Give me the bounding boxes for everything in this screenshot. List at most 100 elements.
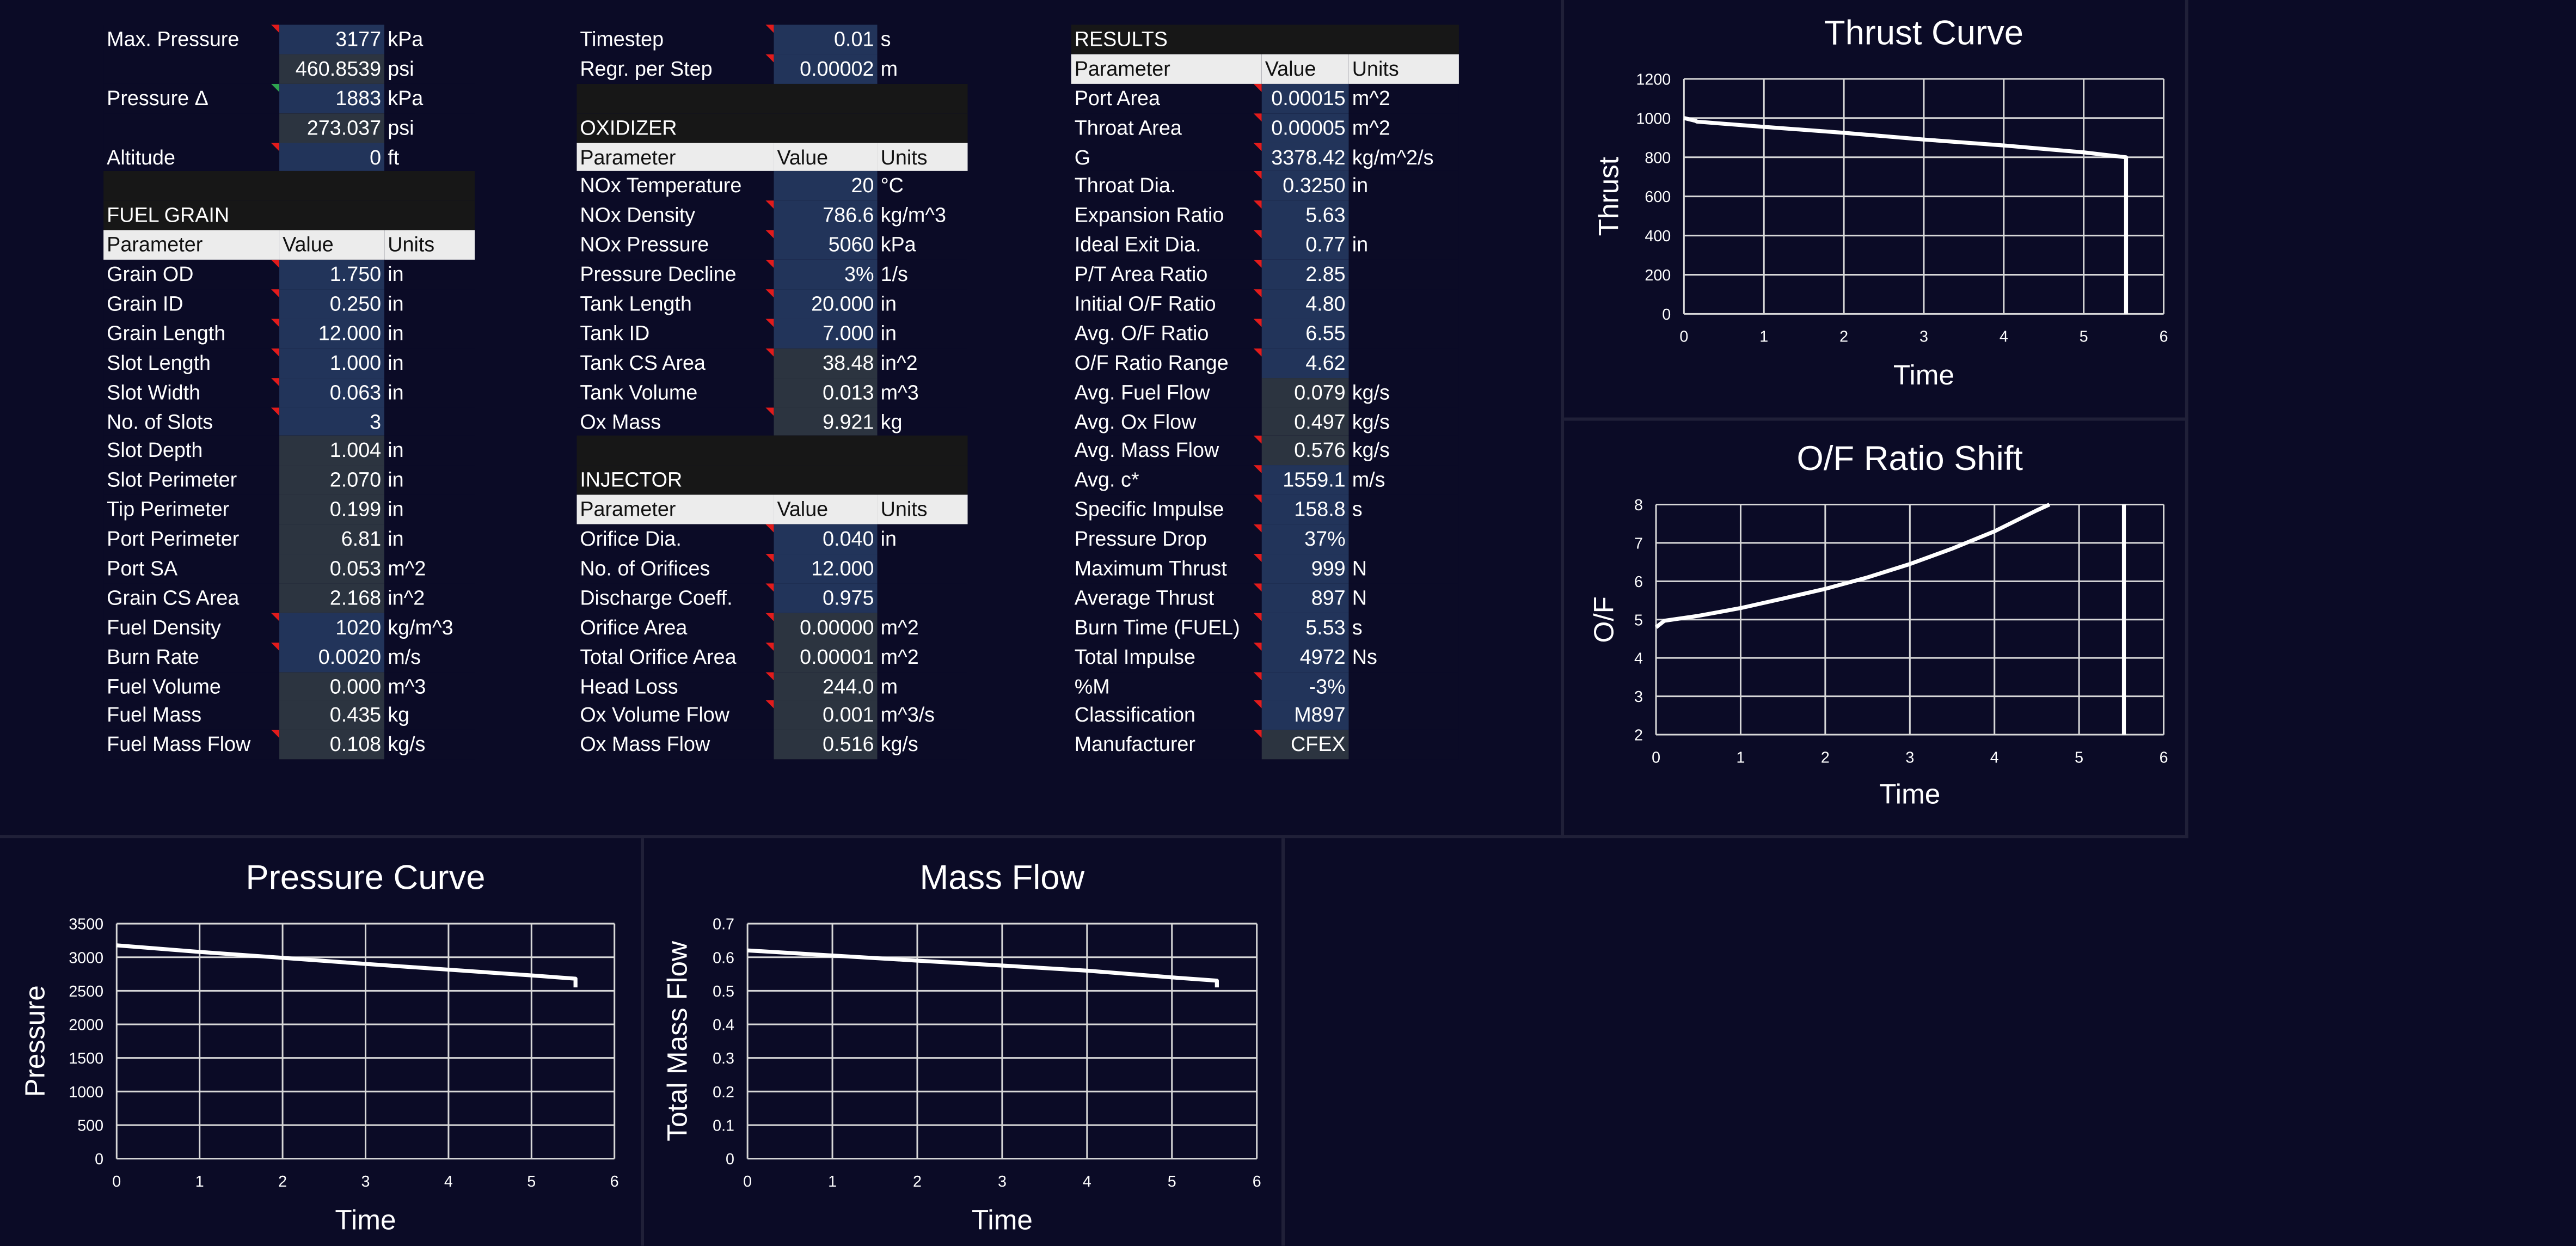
param-unit-ox-mass[interactable]: kg — [877, 407, 968, 437]
param-label-grain-id[interactable]: Grain ID — [103, 289, 280, 319]
param-value-blank[interactable]: 273.037 — [279, 113, 385, 143]
param-value-slot-length[interactable]: 1.000 — [279, 348, 385, 378]
param-label-avg-mass-flow[interactable]: Avg. Mass Flow — [1071, 436, 1262, 466]
param-value-total-impulse[interactable]: 4972 — [1261, 642, 1349, 672]
param-unit-grain-cs-area[interactable]: in^2 — [384, 583, 475, 613]
param-value-tank-id[interactable]: 7.000 — [774, 319, 878, 349]
param-value-manufacturer[interactable]: CFEX — [1261, 730, 1349, 760]
param-value-tank-length[interactable]: 20.000 — [774, 289, 878, 319]
param-value-p-t-area-ratio[interactable]: 2.85 — [1261, 260, 1349, 290]
param-label-blank[interactable] — [103, 113, 280, 143]
param-label-no-of-slots[interactable]: No. of Slots — [103, 407, 280, 437]
param-label-average-thrust[interactable]: Average Thrust — [1071, 583, 1262, 613]
param-value-m[interactable]: -3% — [1261, 671, 1349, 701]
param-label-total-orifice-area[interactable]: Total Orifice Area — [576, 642, 774, 672]
param-value-slot-depth[interactable]: 1.004 — [279, 436, 385, 466]
param-unit-grain-od[interactable]: in — [384, 260, 475, 290]
param-value-avg-mass-flow[interactable]: 0.576 — [1261, 436, 1349, 466]
param-label-ox-mass[interactable]: Ox Mass — [576, 407, 774, 437]
param-unit-fuel-mass-flow[interactable]: kg/s — [384, 730, 475, 760]
param-unit-orifice-dia[interactable]: in — [877, 524, 968, 554]
param-value-pressure-drop[interactable]: 37% — [1261, 524, 1349, 554]
param-unit-g[interactable]: kg/m^2/s — [1348, 142, 1459, 172]
param-value-ox-volume-flow[interactable]: 0.001 — [774, 701, 878, 731]
param-unit-avg-c[interactable]: m/s — [1348, 466, 1459, 496]
param-unit-classification[interactable] — [1348, 701, 1459, 731]
param-unit-average-thrust[interactable]: N — [1348, 583, 1459, 613]
param-label-ideal-exit-dia[interactable]: Ideal Exit Dia. — [1071, 230, 1262, 260]
param-label-port-sa[interactable]: Port SA — [103, 554, 280, 584]
param-label-grain-length[interactable]: Grain Length — [103, 319, 280, 349]
param-label-initial-o-f-ratio[interactable]: Initial O/F Ratio — [1071, 289, 1262, 319]
param-label-no-of-orifices[interactable]: No. of Orifices — [576, 554, 774, 584]
param-unit-grain-length[interactable]: in — [384, 319, 475, 349]
param-unit-pressure[interactable]: kPa — [384, 83, 475, 113]
param-value-expansion-ratio[interactable]: 5.63 — [1261, 201, 1349, 231]
param-value-tank-volume[interactable]: 0.013 — [774, 377, 878, 407]
param-value-burn-rate[interactable]: 0.0020 — [279, 642, 385, 672]
param-unit-head-loss[interactable]: m — [877, 671, 968, 701]
param-label-g[interactable]: G — [1071, 142, 1262, 172]
param-value-orifice-dia[interactable]: 0.040 — [774, 524, 878, 554]
param-unit-tank-volume[interactable]: m^3 — [877, 377, 968, 407]
param-unit-port-perimeter[interactable]: in — [384, 524, 475, 554]
param-value-ideal-exit-dia[interactable]: 0.77 — [1261, 230, 1349, 260]
param-label-nox-pressure[interactable]: NOx Pressure — [576, 230, 774, 260]
param-label-grain-od[interactable]: Grain OD — [103, 260, 280, 290]
param-unit-p-t-area-ratio[interactable] — [1348, 260, 1459, 290]
param-label-tip-perimeter[interactable]: Tip Perimeter — [103, 495, 280, 525]
param-label-classification[interactable]: Classification — [1071, 701, 1262, 731]
param-unit-maximum-thrust[interactable]: N — [1348, 554, 1459, 584]
param-value-regr-per-step[interactable]: 0.00002 — [774, 54, 878, 84]
param-label-avg-fuel-flow[interactable]: Avg. Fuel Flow — [1071, 377, 1262, 407]
param-unit-blank[interactable]: psi — [384, 54, 475, 84]
param-unit-nox-density[interactable]: kg/m^3 — [877, 201, 968, 231]
param-unit-slot-depth[interactable]: in — [384, 436, 475, 466]
param-label-fuel-volume[interactable]: Fuel Volume — [103, 671, 280, 701]
param-label-port-perimeter[interactable]: Port Perimeter — [103, 524, 280, 554]
param-label-burn-rate[interactable]: Burn Rate — [103, 642, 280, 672]
param-unit-timestep[interactable]: s — [877, 25, 968, 54]
param-unit-fuel-density[interactable]: kg/m^3 — [384, 613, 475, 643]
param-unit-fuel-volume[interactable]: m^3 — [384, 671, 475, 701]
param-value-port-sa[interactable]: 0.053 — [279, 554, 385, 584]
param-value-altitude[interactable]: 0 — [279, 142, 385, 172]
param-value-grain-length[interactable]: 12.000 — [279, 319, 385, 349]
param-unit-altitude[interactable]: ft — [384, 142, 475, 172]
param-value-slot-width[interactable]: 0.063 — [279, 377, 385, 407]
param-unit-avg-o-f-ratio[interactable] — [1348, 319, 1459, 349]
param-value-no-of-orifices[interactable]: 12.000 — [774, 554, 878, 584]
param-value-burn-time-fuel[interactable]: 5.53 — [1261, 613, 1349, 643]
param-label-m[interactable]: %M — [1071, 671, 1262, 701]
param-unit-max-pressure[interactable]: kPa — [384, 25, 475, 54]
param-label-tank-cs-area[interactable]: Tank CS Area — [576, 348, 774, 378]
param-unit-fuel-mass[interactable]: kg — [384, 701, 475, 731]
param-label-throat-dia[interactable]: Throat Dia. — [1071, 172, 1262, 201]
param-value-port-perimeter[interactable]: 6.81 — [279, 524, 385, 554]
param-value-head-loss[interactable]: 244.0 — [774, 671, 878, 701]
param-label-fuel-mass[interactable]: Fuel Mass — [103, 701, 280, 731]
param-label-fuel-mass-flow[interactable]: Fuel Mass Flow — [103, 730, 280, 760]
param-value-blank[interactable]: 460.8539 — [279, 54, 385, 84]
param-unit-port-area[interactable]: m^2 — [1348, 83, 1459, 113]
param-value-fuel-mass-flow[interactable]: 0.108 — [279, 730, 385, 760]
param-unit-manufacturer[interactable] — [1348, 730, 1459, 760]
param-unit-no-of-orifices[interactable] — [877, 554, 968, 584]
param-label-slot-length[interactable]: Slot Length — [103, 348, 280, 378]
param-label-avg-c[interactable]: Avg. c* — [1071, 466, 1262, 496]
param-label-slot-width[interactable]: Slot Width — [103, 377, 280, 407]
param-value-maximum-thrust[interactable]: 999 — [1261, 554, 1349, 584]
param-value-throat-area[interactable]: 0.00005 — [1261, 113, 1349, 143]
param-label-slot-depth[interactable]: Slot Depth — [103, 436, 280, 466]
param-label-regr-per-step[interactable]: Regr. per Step — [576, 54, 774, 84]
param-unit-expansion-ratio[interactable] — [1348, 201, 1459, 231]
param-unit-discharge-coeff[interactable] — [877, 583, 968, 613]
param-label-pressure-drop[interactable]: Pressure Drop — [1071, 524, 1262, 554]
param-label-throat-area[interactable]: Throat Area — [1071, 113, 1262, 143]
param-unit-ideal-exit-dia[interactable]: in — [1348, 230, 1459, 260]
param-value-grain-cs-area[interactable]: 2.168 — [279, 583, 385, 613]
param-label-max-pressure[interactable]: Max. Pressure — [103, 25, 280, 54]
param-value-total-orifice-area[interactable]: 0.00001 — [774, 642, 878, 672]
param-value-specific-impulse[interactable]: 158.8 — [1261, 495, 1349, 525]
param-value-pressure[interactable]: 1883 — [279, 83, 385, 113]
